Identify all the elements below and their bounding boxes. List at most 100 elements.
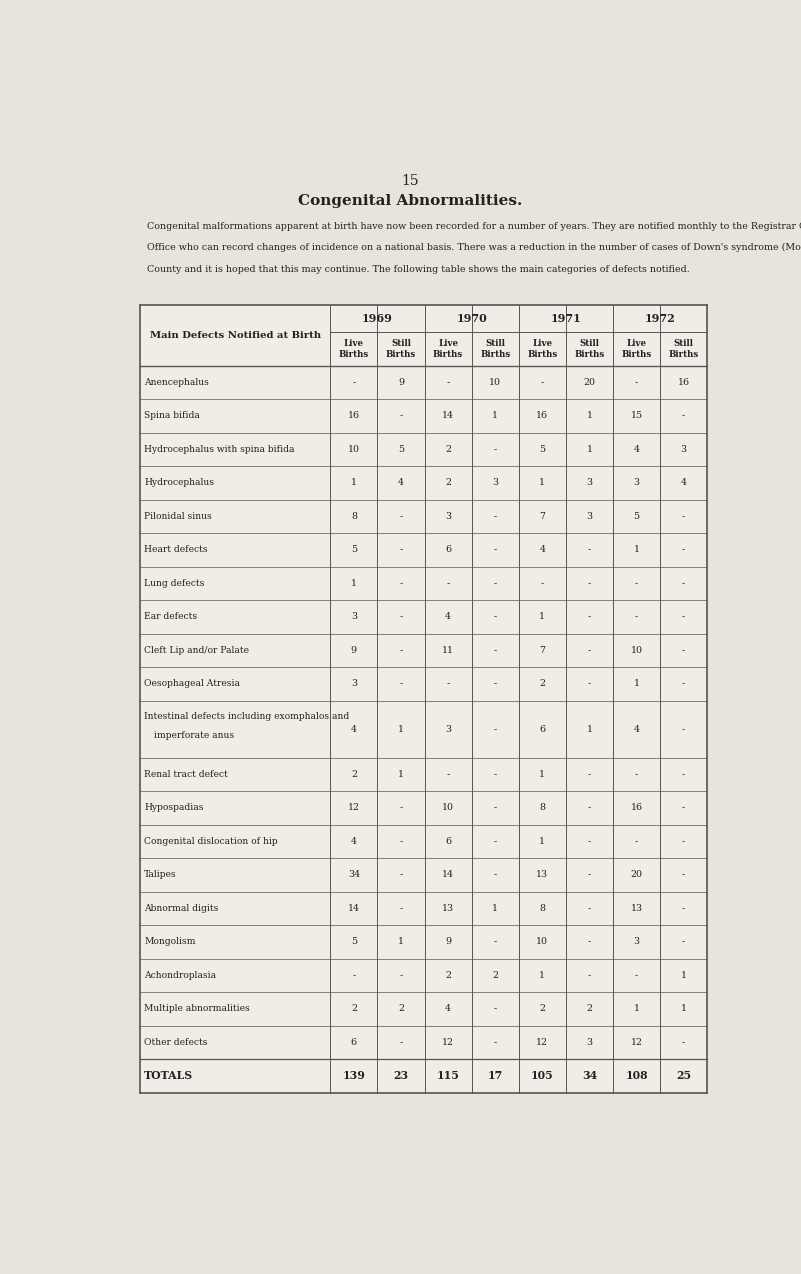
- Text: -: -: [493, 646, 497, 655]
- Text: 4: 4: [351, 725, 357, 734]
- Text: -: -: [682, 804, 686, 813]
- Text: -: -: [400, 804, 403, 813]
- Text: 4: 4: [539, 545, 545, 554]
- Text: 1: 1: [634, 1004, 639, 1013]
- Text: -: -: [635, 837, 638, 846]
- Text: -: -: [588, 938, 591, 947]
- Text: 10: 10: [442, 804, 454, 813]
- Text: -: -: [588, 646, 591, 655]
- Text: -: -: [682, 613, 686, 622]
- Text: Talipes: Talipes: [144, 870, 177, 879]
- Text: 2: 2: [445, 445, 451, 454]
- Text: Intestinal defects including exomphalos and: Intestinal defects including exomphalos …: [144, 712, 349, 721]
- Text: 10: 10: [348, 445, 360, 454]
- Text: 6: 6: [351, 1038, 357, 1047]
- Text: -: -: [493, 725, 497, 734]
- Text: 5: 5: [398, 445, 404, 454]
- Text: -: -: [446, 769, 449, 778]
- Text: 1: 1: [398, 938, 404, 947]
- Text: 3: 3: [445, 512, 451, 521]
- Text: -: -: [400, 1038, 403, 1047]
- Text: 13: 13: [442, 905, 454, 913]
- Text: -: -: [682, 679, 686, 688]
- Text: 2: 2: [398, 1004, 404, 1013]
- Text: 8: 8: [351, 512, 357, 521]
- Text: -: -: [682, 545, 686, 554]
- Text: -: -: [682, 725, 686, 734]
- Text: -: -: [588, 679, 591, 688]
- Text: -: -: [493, 545, 497, 554]
- Text: 139: 139: [343, 1070, 365, 1082]
- Text: -: -: [493, 837, 497, 846]
- Text: 6: 6: [539, 725, 545, 734]
- Text: Cleft Lip and/or Palate: Cleft Lip and/or Palate: [144, 646, 249, 655]
- Text: 2: 2: [493, 971, 498, 980]
- Text: 10: 10: [489, 378, 501, 387]
- Text: 3: 3: [445, 725, 451, 734]
- Text: 1972: 1972: [645, 313, 675, 324]
- Bar: [140, 304, 707, 1093]
- Text: Spina bifida: Spina bifida: [144, 412, 200, 420]
- Text: 34: 34: [348, 870, 360, 879]
- Text: 7: 7: [539, 512, 545, 521]
- Text: 14: 14: [442, 412, 454, 420]
- Text: Live
Births: Live Births: [622, 339, 652, 359]
- Text: 12: 12: [442, 1038, 454, 1047]
- Text: Live
Births: Live Births: [433, 339, 463, 359]
- Text: -: -: [352, 378, 356, 387]
- Text: Still
Births: Still Births: [480, 339, 510, 359]
- Text: -: -: [400, 971, 403, 980]
- Text: -: -: [400, 613, 403, 622]
- Text: Main Defects Notified at Birth: Main Defects Notified at Birth: [150, 331, 321, 340]
- Text: County and it is hoped that this may continue. The following table shows the mai: County and it is hoped that this may con…: [147, 265, 690, 274]
- Text: Lung defects: Lung defects: [144, 578, 204, 589]
- Text: 2: 2: [445, 971, 451, 980]
- Text: 1: 1: [493, 412, 498, 420]
- Text: 16: 16: [630, 804, 642, 813]
- Text: 20: 20: [583, 378, 595, 387]
- Text: -: -: [588, 613, 591, 622]
- Text: -: -: [400, 679, 403, 688]
- Text: -: -: [588, 971, 591, 980]
- Text: -: -: [400, 512, 403, 521]
- Text: -: -: [400, 837, 403, 846]
- Text: 3: 3: [634, 479, 640, 488]
- Text: 16: 16: [678, 378, 690, 387]
- Text: 1: 1: [398, 769, 404, 778]
- Text: 1: 1: [398, 725, 404, 734]
- Text: -: -: [541, 578, 544, 589]
- Text: 2: 2: [539, 1004, 545, 1013]
- Text: -: -: [446, 679, 449, 688]
- Text: 12: 12: [537, 1038, 549, 1047]
- Text: 1: 1: [351, 479, 357, 488]
- Text: -: -: [682, 646, 686, 655]
- Text: 3: 3: [634, 938, 640, 947]
- Text: Achondroplasia: Achondroplasia: [144, 971, 216, 980]
- Text: 9: 9: [398, 378, 404, 387]
- Text: 12: 12: [630, 1038, 642, 1047]
- Text: 1: 1: [634, 545, 639, 554]
- Text: -: -: [493, 1038, 497, 1047]
- Text: 4: 4: [351, 837, 357, 846]
- Text: 9: 9: [445, 938, 451, 947]
- Text: Still
Births: Still Births: [386, 339, 417, 359]
- Text: -: -: [352, 971, 356, 980]
- Text: 20: 20: [630, 870, 642, 879]
- Text: 4: 4: [634, 445, 639, 454]
- Text: -: -: [682, 1038, 686, 1047]
- Text: -: -: [588, 769, 591, 778]
- Text: Heart defects: Heart defects: [144, 545, 207, 554]
- Text: 4: 4: [681, 479, 686, 488]
- Text: -: -: [446, 378, 449, 387]
- Text: 8: 8: [539, 905, 545, 913]
- Text: -: -: [682, 769, 686, 778]
- Text: Mongolism: Mongolism: [144, 938, 195, 947]
- Text: 2: 2: [351, 769, 357, 778]
- Text: 3: 3: [492, 479, 498, 488]
- Text: 4: 4: [445, 613, 451, 622]
- Text: 1: 1: [539, 837, 545, 846]
- Text: 16: 16: [348, 412, 360, 420]
- Text: -: -: [493, 578, 497, 589]
- Text: -: -: [682, 512, 686, 521]
- Text: 3: 3: [351, 679, 357, 688]
